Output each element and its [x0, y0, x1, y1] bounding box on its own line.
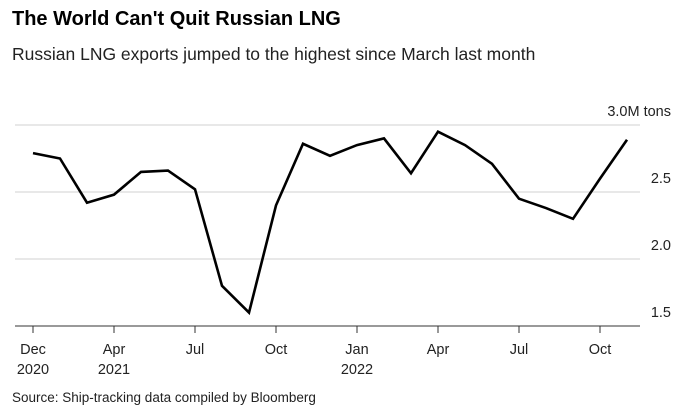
x-tick-label: Jul: [185, 342, 205, 358]
source-note: Source: Ship-tracking data compiled by B…: [12, 390, 316, 405]
x-tick-label: Apr 2021: [97, 342, 131, 378]
x-tick-label: Jul: [509, 342, 529, 358]
chart-subtitle: Russian LNG exports jumped to the highes…: [12, 44, 536, 64]
x-tick-label: Oct: [264, 342, 288, 358]
data-line: [32, 130, 629, 316]
y-tick-label: 1.5: [651, 305, 671, 321]
y-tick-label: 2.0: [651, 238, 671, 254]
x-tick-label: Oct: [588, 342, 612, 358]
x-tick-label: Jan 2022: [340, 342, 374, 378]
y-tick-label: 3.0M tons: [607, 104, 671, 120]
x-tick-label: Apr: [426, 342, 450, 358]
y-tick-label: 2.5: [651, 171, 671, 187]
chart-title: The World Can't Quit Russian LNG: [12, 8, 341, 30]
x-tick-label: Dec 2020: [16, 342, 50, 378]
